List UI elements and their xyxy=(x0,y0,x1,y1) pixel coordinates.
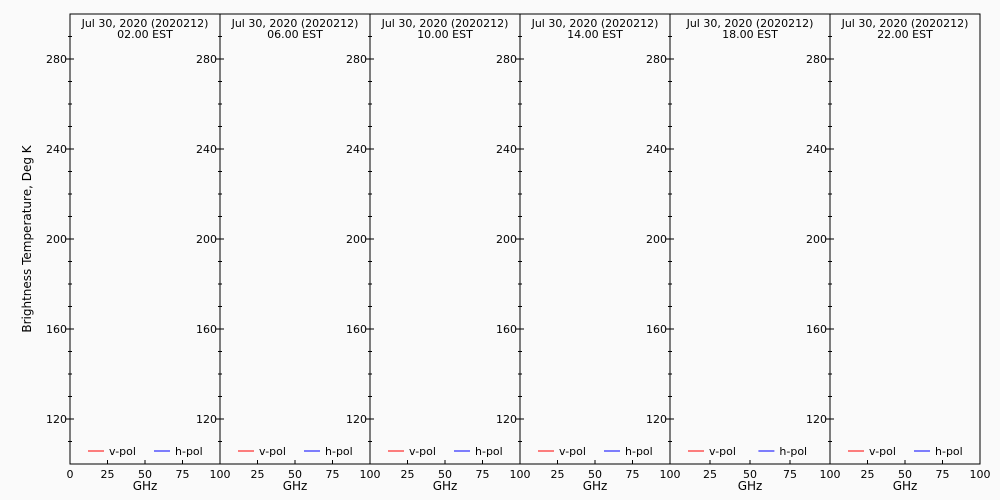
y-tick-label: 280 xyxy=(806,53,827,66)
panel-subtitle: 02.00 EST xyxy=(117,28,173,41)
legend-label-h-pol: h-pol xyxy=(325,445,353,458)
panel-title: Jul 30, 2020 (2020212) xyxy=(231,17,359,30)
legend-label-v-pol: v-pol xyxy=(409,445,436,458)
y-tick-label: 120 xyxy=(196,413,217,426)
y-tick-label: 160 xyxy=(46,323,67,336)
legend-label-h-pol: h-pol xyxy=(935,445,963,458)
panel-6: Jul 30, 2020 (2020212)22.00 EST 120 160 200… xyxy=(806,13,991,493)
y-tick-label: 120 xyxy=(806,413,827,426)
y-tick-label: 160 xyxy=(346,323,367,336)
x-tick-label: 25 xyxy=(251,468,265,481)
x-tick-label: 0 xyxy=(67,468,74,481)
legend-label-v-pol: v-pol xyxy=(109,445,136,458)
panel-1: Jul 30, 2020 (2020212)02.00 EST 120 160 200… xyxy=(46,13,231,493)
panel-5: Jul 30, 2020 (2020212)18.00 EST 120 160 200… xyxy=(646,13,841,493)
legend-label-h-pol: h-pol xyxy=(625,445,653,458)
x-tick-label: 50 xyxy=(898,468,912,481)
y-tick-label: 160 xyxy=(806,323,827,336)
panel-4: Jul 30, 2020 (2020212)14.00 EST 120 160 200… xyxy=(496,13,681,493)
x-tick-label: 100 xyxy=(970,468,991,481)
legend-label-h-pol: h-pol xyxy=(475,445,503,458)
panel-subtitle: 10.00 EST xyxy=(417,28,473,41)
panel-subtitle: 06.00 EST xyxy=(267,28,323,41)
x-tick-label: 50 xyxy=(138,468,152,481)
y-tick-label: 200 xyxy=(196,233,217,246)
x-axis-label: GHz xyxy=(433,479,458,493)
x-tick-label: 50 xyxy=(743,468,757,481)
y-tick-label: 240 xyxy=(496,143,517,156)
x-tick-label: 50 xyxy=(588,468,602,481)
x-tick-label: 75 xyxy=(783,468,797,481)
panel-title: Jul 30, 2020 (2020212) xyxy=(381,17,509,30)
legend-label-v-pol: v-pol xyxy=(259,445,286,458)
x-tick-label: 25 xyxy=(401,468,415,481)
y-tick-label: 200 xyxy=(46,233,67,246)
panel-title: Jul 30, 2020 (2020212) xyxy=(531,17,659,30)
y-tick-label: 240 xyxy=(196,143,217,156)
y-tick-label: 120 xyxy=(346,413,367,426)
y-tick-label: 280 xyxy=(646,53,667,66)
x-tick-label: 75 xyxy=(476,468,490,481)
x-tick-label: 75 xyxy=(326,468,340,481)
x-axis-label: GHz xyxy=(283,479,308,493)
x-tick-label: 100 xyxy=(210,468,231,481)
y-tick-label: 160 xyxy=(196,323,217,336)
legend-label-h-pol: h-pol xyxy=(175,445,203,458)
y-tick-label: 200 xyxy=(496,233,517,246)
x-tick-label: 100 xyxy=(660,468,681,481)
y-tick-label: 240 xyxy=(46,143,67,156)
x-tick-label: 75 xyxy=(936,468,950,481)
x-tick-label: 50 xyxy=(438,468,452,481)
x-axis-label: GHz xyxy=(738,479,763,493)
y-tick-label: 120 xyxy=(46,413,67,426)
y-tick-label: 280 xyxy=(196,53,217,66)
panel-title: Jul 30, 2020 (2020212) xyxy=(81,17,209,30)
y-tick-label: 240 xyxy=(346,143,367,156)
panel-subtitle: 18.00 EST xyxy=(722,28,778,41)
x-axis-label: GHz xyxy=(133,479,158,493)
y-tick-label: 120 xyxy=(496,413,517,426)
x-tick-label: 75 xyxy=(176,468,190,481)
x-tick-label: 75 xyxy=(626,468,640,481)
y-tick-label: 280 xyxy=(496,53,517,66)
x-tick-label: 25 xyxy=(703,468,717,481)
y-tick-label: 120 xyxy=(646,413,667,426)
y-axis-label: Brightness Temperature, Deg K xyxy=(20,144,34,332)
legend-label-v-pol: v-pol xyxy=(869,445,896,458)
y-tick-label: 240 xyxy=(806,143,827,156)
x-axis-label: GHz xyxy=(583,479,608,493)
legend-label-h-pol: h-pol xyxy=(779,445,807,458)
legend-label-v-pol: v-pol xyxy=(559,445,586,458)
panel-frame xyxy=(829,13,981,465)
y-tick-label: 240 xyxy=(646,143,667,156)
x-tick-label: 25 xyxy=(861,468,875,481)
x-axis-label: GHz xyxy=(893,479,918,493)
legend-label-v-pol: v-pol xyxy=(709,445,736,458)
x-tick-label: 25 xyxy=(551,468,565,481)
y-tick-label: 280 xyxy=(346,53,367,66)
panel-2: Jul 30, 2020 (2020212)06.00 EST 120 160 200… xyxy=(196,13,381,493)
x-tick-label: 25 xyxy=(101,468,115,481)
y-tick-label: 200 xyxy=(646,233,667,246)
y-tick-label: 160 xyxy=(496,323,517,336)
x-tick-label: 100 xyxy=(510,468,531,481)
panel-subtitle: 14.00 EST xyxy=(567,28,623,41)
panel-title: Jul 30, 2020 (2020212) xyxy=(686,17,814,30)
panel-title: Jul 30, 2020 (2020212) xyxy=(841,17,969,30)
y-tick-label: 200 xyxy=(346,233,367,246)
y-tick-label: 280 xyxy=(46,53,67,66)
x-tick-label: 100 xyxy=(360,468,381,481)
x-tick-label: 100 xyxy=(820,468,841,481)
panel-subtitle: 22.00 EST xyxy=(877,28,933,41)
x-tick-label: 50 xyxy=(288,468,302,481)
y-tick-label: 160 xyxy=(646,323,667,336)
y-tick-label: 200 xyxy=(806,233,827,246)
